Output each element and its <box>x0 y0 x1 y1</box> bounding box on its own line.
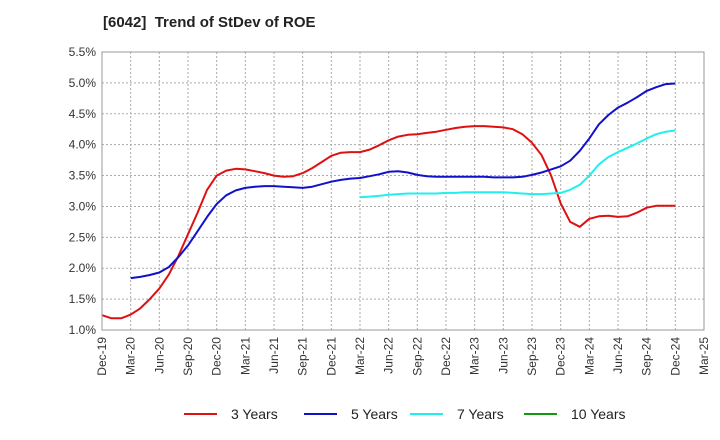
chart-title: [6042] Trend of StDev of ROE <box>103 14 316 31</box>
y-axis-tick-labels: 1.0% 1.5% 2.0% 2.5% 3.0% 3.5% 4.0% 4.5% 5.0% 5.5% <box>69 45 97 337</box>
y-tick-label: 1.5% <box>69 292 97 306</box>
legend-label: 3 Years <box>231 406 278 422</box>
x-tick-label: Mar-24 <box>582 337 596 375</box>
x-tick-label: Sep-23 <box>525 337 539 376</box>
legend-swatch-7-years <box>410 413 443 415</box>
x-tick-label: Jun-22 <box>382 337 396 374</box>
plot-area-frame <box>101 51 705 331</box>
x-tick-label: Sep-21 <box>296 337 310 376</box>
legend-item-10-years: 10 Years <box>524 404 626 424</box>
legend-item-5-years: 5 Years <box>304 404 398 424</box>
x-tick-label: Mar-21 <box>238 337 252 375</box>
legend-swatch-5-years <box>304 413 337 415</box>
x-tick-label: Dec-21 <box>324 337 338 376</box>
x-tick-label: Jun-21 <box>267 337 281 374</box>
legend: 3 Years 5 Years 7 Years 10 Years <box>0 404 720 424</box>
x-tick-label: Sep-20 <box>181 337 195 376</box>
x-tick-label: Mar-20 <box>124 337 138 375</box>
legend-item-7-years: 7 Years <box>410 404 504 424</box>
y-tick-label: 2.0% <box>69 261 97 275</box>
legend-swatch-3-years <box>184 413 217 415</box>
x-tick-label: Mar-23 <box>468 337 482 375</box>
y-tick-label: 4.0% <box>69 138 97 152</box>
y-tick-label: 3.5% <box>69 169 97 183</box>
x-tick-label: Dec-24 <box>668 337 682 376</box>
y-tick-label: 5.5% <box>69 45 97 59</box>
x-tick-label: Dec-19 <box>95 337 109 376</box>
x-tick-label: Mar-25 <box>697 337 711 375</box>
x-tick-label: Sep-24 <box>640 337 654 376</box>
legend-item-3-years: 3 Years <box>184 404 278 424</box>
y-tick-label: 3.0% <box>69 199 97 213</box>
legend-label: 5 Years <box>351 406 398 422</box>
x-tick-label: Dec-20 <box>210 337 224 376</box>
x-tick-label: Dec-22 <box>439 337 453 376</box>
y-tick-label: 2.5% <box>69 230 97 244</box>
legend-swatch-10-years <box>524 413 557 415</box>
series-line-3-years <box>101 125 676 320</box>
y-tick-label: 5.0% <box>69 76 97 90</box>
series-line-7-years <box>359 129 676 199</box>
y-tick-label: 4.5% <box>69 107 97 121</box>
x-tick-label: Dec-23 <box>554 337 568 376</box>
series-lines <box>101 82 676 320</box>
x-tick-label: Jun-20 <box>152 337 166 374</box>
x-tick-label: Sep-22 <box>410 337 424 376</box>
grid-lines <box>101 51 705 331</box>
series-line-5-years <box>130 82 676 280</box>
x-tick-label: Jun-24 <box>611 337 625 374</box>
x-tick-label: Jun-23 <box>496 337 510 374</box>
x-tick-label: Mar-22 <box>353 337 367 375</box>
legend-label: 7 Years <box>457 406 504 422</box>
x-axis-tick-labels: Dec-19 Mar-20 Jun-20 Sep-20 Dec-20 Mar-21 Jun-… <box>95 337 711 376</box>
y-tick-label: 1.0% <box>69 323 97 337</box>
legend-label: 10 Years <box>571 406 626 422</box>
